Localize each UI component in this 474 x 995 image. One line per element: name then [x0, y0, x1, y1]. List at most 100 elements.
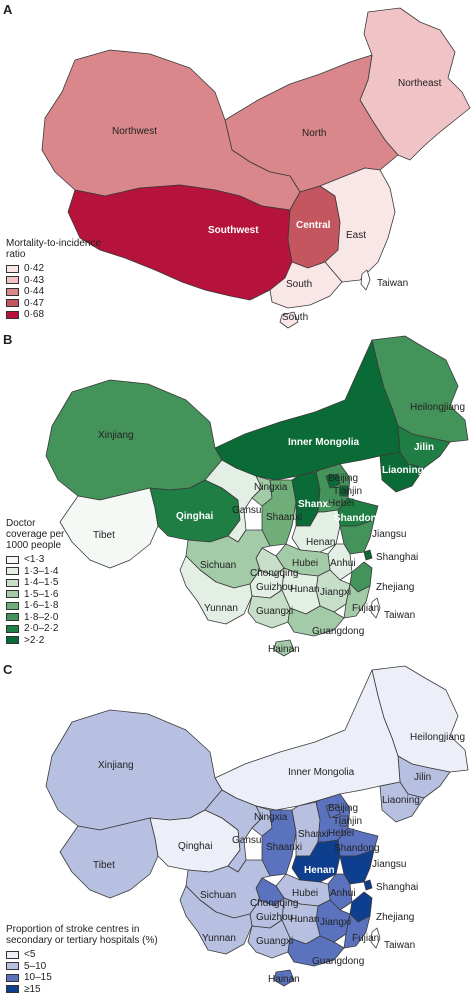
label-northwest: Northwest: [112, 126, 157, 137]
region-shanghai-b[interactable]: [364, 550, 372, 560]
legend-swatch: [6, 276, 19, 284]
label-south: South: [286, 279, 312, 290]
label-ningxia-b: Ningxia: [254, 482, 288, 493]
label-fujian-c: Fujian: [352, 933, 379, 944]
legend-label: >2·2: [24, 635, 44, 646]
legend-swatch: [6, 556, 19, 564]
label-tibet-b: Tibet: [93, 530, 115, 541]
legend-label: 0·47: [24, 298, 44, 309]
legend-item: >2·2: [6, 635, 64, 647]
panel-b-label: B: [3, 332, 12, 347]
label-guangxi-c: Guangxi: [256, 936, 293, 947]
label-north: North: [302, 128, 326, 139]
label-anhui-c: Anhui: [330, 888, 356, 899]
panel-a-label: A: [3, 2, 12, 17]
legend-a-title: Mortality-to-incidence ratio: [6, 238, 101, 260]
label-tianjin-b: Tianjin: [333, 486, 362, 497]
legend-item: 2·0–2·2: [6, 623, 64, 635]
region-shanghai-c[interactable]: [364, 880, 372, 890]
label-sichuan-c: Sichuan: [200, 890, 236, 901]
region-tibet-c[interactable]: [60, 818, 158, 898]
legend-label: ≥15: [24, 984, 41, 995]
label-hunan-c: Hunan: [290, 914, 319, 925]
legend-label: 1·3–1·4: [24, 566, 58, 577]
label-qinghai-c: Qinghai: [178, 841, 212, 852]
label-heilongjiang-c: Heilongjiang: [410, 732, 465, 743]
label-taiwan-c: Taiwan: [384, 940, 415, 951]
region-innermongolia-b[interactable]: [215, 340, 400, 480]
legend-swatch: [6, 265, 19, 273]
region-tibet-b[interactable]: [60, 488, 158, 568]
label-xinjiang-b: Xinjiang: [98, 430, 134, 441]
label-zhejiang-c: Zhejiang: [376, 912, 414, 923]
legend-item: 0·47: [6, 298, 101, 310]
legend-item: 0·42: [6, 263, 101, 275]
legend-swatch: [6, 636, 19, 644]
label-shaanxi-c: Shaanxi: [266, 842, 302, 853]
legend-label: 0·44: [24, 286, 44, 297]
legend-b-title: Doctor coverage per 1000 people: [6, 518, 64, 551]
region-innermongolia-c[interactable]: [215, 670, 400, 810]
legend-item: 0·44: [6, 286, 101, 298]
legend-label: 5–10: [24, 961, 46, 972]
label-beijing-b: Beijing: [328, 473, 358, 484]
label-qinghai-b: Qinghai: [176, 511, 213, 522]
label-fujian-b: Fujian: [352, 603, 379, 614]
label-guangdong-c: Guangdong: [312, 956, 364, 967]
label-jiangxi-b: Jiangxi: [320, 587, 351, 598]
label-innermongolia-b: Inner Mongolia: [288, 437, 360, 448]
label-guizhou-c: Guizhou: [256, 912, 293, 923]
map-b: Xinjiang Tibet Qinghai Gansu Ningxia Sha…: [0, 330, 474, 660]
label-chongqing-c: Chongqing: [250, 898, 298, 909]
legend-swatch: [6, 951, 19, 959]
label-ningxia-c: Ningxia: [254, 812, 288, 823]
label-liaoning-c: Liaoning: [382, 795, 420, 806]
label-shanghai-b: Shanghai: [376, 552, 418, 563]
label-northeast: Northeast: [398, 78, 442, 89]
legend-item: 1·8–2·0: [6, 612, 64, 624]
region-xinjiang-c[interactable]: [46, 710, 222, 830]
legend-item: 1·3–1·4: [6, 566, 64, 578]
legend-item: 10–15: [6, 972, 158, 984]
label-hebei-c: Hebei: [328, 828, 354, 839]
legend-swatch: [6, 602, 19, 610]
region-xinjiang-b[interactable]: [46, 380, 222, 500]
legend-label: 1·4–1·5: [24, 577, 58, 588]
label-jiangsu-b: Jiangsu: [372, 529, 406, 540]
label-anhui-b: Anhui: [330, 558, 356, 569]
legend-label: 0·68: [24, 309, 44, 320]
legend-swatch: [6, 311, 19, 319]
legend-swatch: [6, 962, 19, 970]
label-jiangsu-c: Jiangsu: [372, 859, 406, 870]
label-henan-b: Henan: [306, 537, 335, 548]
legend-item: 0·43: [6, 275, 101, 287]
legend-item: 0·68: [6, 309, 101, 321]
legend-swatch: [6, 625, 19, 633]
label-east: East: [346, 230, 366, 241]
label-hainan-b: Hainan: [268, 644, 300, 655]
legend-item: <5: [6, 949, 158, 961]
legend-swatch: [6, 288, 19, 296]
legend-label: 10–15: [24, 972, 52, 983]
legend-c: Proportion of stroke centres in secondar…: [6, 924, 158, 995]
legend-label: 1·5–1·6: [24, 589, 58, 600]
label-southwest: Southwest: [208, 225, 259, 236]
label-henan-c: Henan: [304, 865, 335, 876]
label-liaoning-b: Liaoning: [382, 465, 424, 476]
legend-swatch: [6, 299, 19, 307]
label-yunnan-c: Yunnan: [202, 933, 236, 944]
panel-b: Xinjiang Tibet Qinghai Gansu Ningxia Sha…: [0, 330, 474, 660]
label-jiangxi-c: Jiangxi: [320, 917, 351, 928]
label-hunan-b: Hunan: [290, 584, 319, 595]
label-sichuan-b: Sichuan: [200, 560, 236, 571]
label-shandong-c: Shandong: [334, 843, 380, 854]
label-shaanxi-b: Shaanxi: [266, 512, 302, 523]
panel-c-label: C: [3, 662, 12, 677]
label-zhejiang-b: Zhejiang: [376, 582, 414, 593]
legend-label: <5: [24, 949, 35, 960]
label-tibet-c: Tibet: [93, 860, 115, 871]
legend-swatch: [6, 579, 19, 587]
label-hainan-c: Hainan: [268, 974, 300, 985]
label-hebei-b: Hebei: [328, 498, 354, 509]
